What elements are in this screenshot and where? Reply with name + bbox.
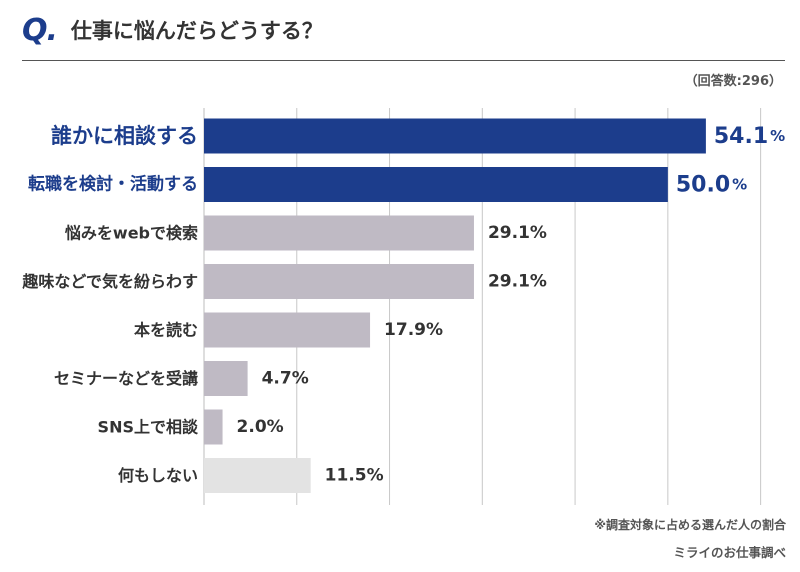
value-label: 54.1%	[714, 124, 785, 149]
value-label: 2.0%	[237, 417, 284, 437]
category-label: 誰かに相談する	[51, 124, 198, 148]
category-label: 悩みをwebで検索	[65, 224, 198, 243]
bar	[204, 264, 474, 299]
bar	[204, 312, 371, 348]
question-mark-logo: Q.	[22, 12, 58, 48]
footnote: ※調査対象に占める選んだ人の割合	[594, 518, 786, 532]
bar	[204, 409, 223, 445]
source-label: ミライのお仕事調べ	[673, 545, 786, 560]
value-label: 17.9%	[384, 320, 443, 340]
value-label: 11.5%	[325, 466, 384, 486]
category-label: 趣味などで気を紛らわす	[21, 272, 198, 291]
bar	[204, 118, 706, 154]
value-label: 50.0%	[676, 172, 747, 197]
chart-title: 仕事に悩んだらどうする？	[70, 19, 323, 43]
chart-header: Q. 仕事に悩んだらどうする？	[22, 10, 323, 50]
value-label: 29.1%	[488, 272, 547, 292]
bar	[204, 458, 311, 493]
value-label: 29.1%	[488, 223, 547, 243]
bar	[204, 167, 668, 202]
respondent-count: （回答数:296）	[684, 74, 782, 89]
category-label: SNS上で相談	[98, 418, 199, 437]
category-label: 転職を検討・活動する	[28, 174, 198, 195]
category-label: 本を読む	[134, 321, 198, 340]
header-divider	[22, 60, 785, 61]
bar	[204, 361, 248, 396]
value-label: 4.7%	[262, 369, 309, 389]
category-label: セミナーなどを受講	[54, 369, 198, 388]
bar	[204, 215, 474, 251]
category-label: 何もしない	[118, 466, 198, 485]
